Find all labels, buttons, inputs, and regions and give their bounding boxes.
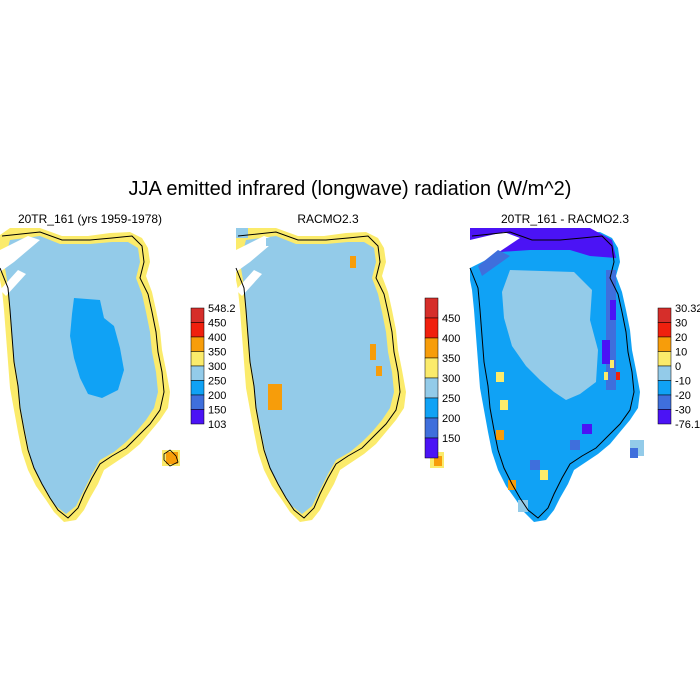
map-panel-racmo <box>235 228 444 522</box>
colorbar-tick-label: 10 <box>675 347 687 359</box>
colorbar-tick-label: 200 <box>208 390 226 402</box>
map-panel-model <box>0 228 190 528</box>
colorbar-tick-label: 150 <box>208 405 226 417</box>
colorbar-tick-label: -30 <box>675 405 691 417</box>
colorbar-tick-label: 548.2 <box>208 303 236 315</box>
colorbar-swatch <box>424 337 439 359</box>
colorbar-tick-label: 30.32 <box>675 303 700 315</box>
colorbar-swatch <box>424 437 439 459</box>
colorbar-swatch <box>657 322 672 338</box>
colorbar-swatch <box>657 307 672 323</box>
chart-title: JJA emitted infrared (longwave) radiatio… <box>128 178 572 200</box>
colorbar-swatch <box>424 317 439 339</box>
colorbar-swatch <box>424 377 439 399</box>
colorbar-tick-label: 20 <box>675 332 687 344</box>
colorbar-swatch <box>190 336 205 352</box>
interior-near-zero <box>502 270 598 400</box>
colorbar-tick-label: 250 <box>442 393 460 405</box>
map-panel-difference <box>469 228 644 522</box>
colorbar-tick-label: 250 <box>208 376 226 388</box>
colorbar-swatch <box>424 397 439 419</box>
panel-title-model: 20TR_161 (yrs 1959-1978) <box>17 212 163 226</box>
colorbar-swatch <box>424 357 439 379</box>
colorbar-tick-label: 0 <box>675 361 681 373</box>
colorbar-tick-label: 200 <box>442 413 460 425</box>
colorbar-swatch <box>657 394 672 410</box>
colorbar-2: 30.32 30 20 10 0 -10 -20 -30 -76.1 <box>657 303 700 431</box>
colorbar-tick-label: 300 <box>442 373 460 385</box>
colorbar-swatch <box>190 409 205 425</box>
colorbar-swatch <box>190 351 205 367</box>
colorbar-swatch <box>424 297 439 319</box>
colorbar-swatch <box>657 380 672 396</box>
colorbar-tick-label: -20 <box>675 390 691 402</box>
colorbar-tick-label: 400 <box>442 333 460 345</box>
colorbar-0: 548.2 450 400 350 300 250 200 150 103 <box>190 303 236 431</box>
interior-cold-region <box>70 298 124 398</box>
colorbar-swatch <box>190 307 205 323</box>
colorbar-tick-label: 350 <box>442 353 460 365</box>
colorbar-tick-label: 300 <box>208 361 226 373</box>
colorbar-tick-label: 150 <box>442 433 460 445</box>
colorbar-tick-label: 30 <box>675 318 687 330</box>
colorbar-swatch <box>657 351 672 367</box>
panel-title-racmo: RACMO2.3 <box>297 212 359 226</box>
colorbar-tick-label: 450 <box>442 313 460 325</box>
colorbar-swatch <box>190 380 205 396</box>
colorbar-swatch <box>424 417 439 439</box>
colorbar-swatch <box>190 365 205 381</box>
colorbar-tick-label: 103 <box>208 419 226 431</box>
colorbar-swatch <box>190 322 205 338</box>
colorbar-swatch <box>657 409 672 425</box>
colorbar-tick-label: 400 <box>208 332 226 344</box>
colorbar-swatch <box>190 394 205 410</box>
colorbar-tick-label: 450 <box>208 318 226 330</box>
colorbars: 548.245040035030025020015010345040035030… <box>190 297 700 459</box>
colorbar-tick-label: -10 <box>675 376 691 388</box>
colorbar-tick-label: 350 <box>208 347 226 359</box>
colorbar-tick-label: -76.1 <box>675 419 700 431</box>
colorbar-swatch <box>657 336 672 352</box>
colorbar-swatch <box>657 365 672 381</box>
colorbar-1: 450 400 350 300 250 200 150 <box>424 297 460 459</box>
panel-title-difference: 20TR_161 - RACMO2.3 <box>500 212 630 226</box>
